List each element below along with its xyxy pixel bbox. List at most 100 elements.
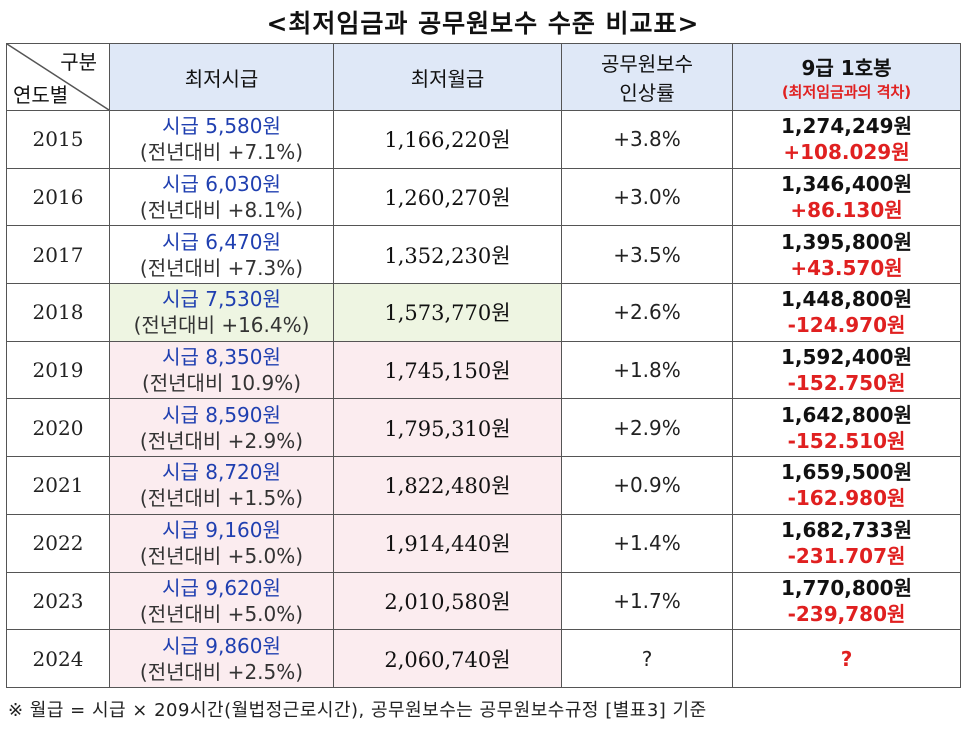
hourly-cell: 시급 8,590원 (전년대비 +2.9%)	[109, 398, 334, 458]
grade-gap: -239,780원	[787, 601, 906, 626]
hourly-wage: 시급 6,470원	[162, 229, 281, 254]
table-row: 2021 시급 8,720원 (전년대비 +1.5%) 1,822,480원 +0…	[6, 456, 961, 515]
grade-salary: 1,346,400원	[780, 172, 912, 197]
year-cell: 2021	[6, 456, 110, 515]
raise-cell: +3.8%	[561, 110, 733, 169]
monthly-cell: 1,914,440원	[333, 513, 562, 573]
grade-cell: 1,592,400원 -152.750원	[732, 340, 961, 400]
monthly-cell: 2,010,580원	[333, 571, 562, 631]
grade-gap: -231.707원	[787, 544, 906, 569]
year-cell: 2024	[6, 629, 110, 688]
raise-cell: +3.0%	[561, 167, 733, 227]
hourly-wage: 시급 8,350원	[162, 345, 281, 370]
grade-salary: 1,659,500원	[780, 460, 912, 485]
hourly-wage: 시급 9,160원	[162, 518, 281, 543]
table-row: 2023 시급 9,620원 (전년대비 +5.0%) 2,010,580원 +1…	[6, 571, 961, 631]
yoy-change: (전년대비 +7.3%)	[139, 255, 304, 280]
hourly-wage: 시급 6,030원	[162, 172, 281, 197]
yoy-change: (전년대비 +2.5%)	[139, 659, 304, 684]
raise-cell: +0.9%	[561, 456, 733, 515]
raise-cell: +1.8%	[561, 340, 733, 400]
hourly-cell: 시급 8,720원 (전년대비 +1.5%)	[109, 456, 334, 515]
monthly-cell: 1,745,150원	[333, 340, 562, 400]
grade-gap: +108.029원	[783, 140, 910, 165]
monthly-cell: 1,573,770원	[333, 283, 562, 342]
grade-salary: 1,448,800원	[780, 287, 912, 312]
year-cell: 2023	[6, 571, 110, 631]
hourly-wage: 시급 9,620원	[162, 575, 281, 600]
grade-cell: 1,682,733원 -231.707원	[732, 513, 961, 573]
header-grade-line1: 9급 1호봉	[801, 56, 892, 80]
yoy-change: (전년대비 +2.9%)	[139, 428, 304, 453]
hourly-wage: 시급 8,720원	[162, 460, 281, 485]
hourly-wage: 시급 8,590원	[162, 402, 281, 427]
hourly-cell: 시급 5,580원 (전년대비 +7.1%)	[109, 110, 334, 169]
yoy-change: (전년대비 +1.5%)	[139, 486, 304, 511]
grade-salary: 1,274,249원	[780, 114, 912, 139]
table-row: 2020 시급 8,590원 (전년대비 +2.9%) 1,795,310원 +2…	[6, 398, 961, 458]
grade-salary: 1,682,733원	[780, 518, 912, 543]
grade-gap: ?	[840, 646, 853, 671]
comparison-table: 구분 연도별 최저시급 최저월급 공무원보수 인상률 9급 1호봉 (최저임금과…	[6, 43, 961, 688]
year-cell: 2022	[6, 513, 110, 573]
table-row: 2017 시급 6,470원 (전년대비 +7.3%) 1,352,230원 +3…	[6, 225, 961, 285]
raise-cell: +3.5%	[561, 225, 733, 285]
monthly-cell: 1,352,230원	[333, 225, 562, 285]
header-raise-line1: 공무원보수	[601, 52, 693, 76]
header-row: 구분 연도별 최저시급 최저월급 공무원보수 인상률 9급 1호봉 (최저임금과…	[6, 43, 961, 111]
raise-cell: +1.4%	[561, 513, 733, 573]
yoy-change: (전년대비 +16.4%)	[133, 313, 310, 338]
table-row: 2016 시급 6,030원 (전년대비 +8.1%) 1,260,270원 +3…	[6, 167, 961, 227]
yoy-change: (전년대비 +8.1%)	[139, 198, 304, 223]
grade-gap: +86.130원	[790, 198, 903, 223]
monthly-cell: 1,795,310원	[333, 398, 562, 458]
table-title: <최저임금과 공무원보수 수준 비교표>	[266, 9, 700, 38]
raise-cell: ?	[561, 629, 733, 688]
table-row: 2022 시급 9,160원 (전년대비 +5.0%) 1,914,440원 +1…	[6, 513, 961, 573]
yoy-change: (전년대비 +5.0%)	[139, 544, 304, 569]
year-cell: 2016	[6, 167, 110, 227]
grade-gap: +43.570원	[790, 255, 903, 280]
table-row: 2018 시급 7,530원 (전년대비 +16.4%) 1,573,770원 +…	[6, 283, 961, 342]
grade-cell: 1,274,249원 +108.029원	[732, 110, 961, 169]
footnote: ※ 월급 = 시급 × 209시간(월법정근로시간), 공무원보수는 공무원보수…	[8, 700, 707, 721]
diagonal-line	[7, 44, 109, 110]
monthly-cell: 1,260,270원	[333, 167, 562, 227]
hourly-cell: 시급 6,470원 (전년대비 +7.3%)	[109, 225, 334, 285]
table-row: 2019 시급 8,350원 (전년대비 10.9%) 1,745,150원 +1…	[6, 340, 961, 400]
year-cell: 2018	[6, 283, 110, 342]
grade-salary: 1,770,800원	[780, 575, 912, 600]
grade-salary: 1,592,400원	[780, 345, 912, 370]
grade-gap: -152.510원	[787, 428, 906, 453]
header-grade: 9급 1호봉 (최저임금과의 격차)	[732, 43, 961, 111]
grade-cell: 1,395,800원 +43.570원	[732, 225, 961, 285]
hourly-cell: 시급 8,350원 (전년대비 10.9%)	[109, 340, 334, 400]
hourly-wage: 시급 5,580원	[162, 114, 281, 139]
hourly-wage: 시급 9,860원	[162, 633, 281, 658]
grade-salary: 1,395,800원	[780, 229, 912, 254]
raise-cell: +2.6%	[561, 283, 733, 342]
raise-cell: +2.9%	[561, 398, 733, 458]
grade-cell: 1,642,800원 -152.510원	[732, 398, 961, 458]
header-hourly: 최저시급	[109, 43, 334, 111]
corner-header: 구분 연도별	[6, 43, 110, 111]
corner-top-label: 구분	[60, 50, 97, 74]
monthly-cell: 1,822,480원	[333, 456, 562, 515]
grade-gap: -124.970원	[787, 313, 906, 338]
grade-cell: 1,346,400원 +86.130원	[732, 167, 961, 227]
year-cell: 2015	[6, 110, 110, 169]
yoy-change: (전년대비 +5.0%)	[139, 601, 304, 626]
monthly-cell: 2,060,740원	[333, 629, 562, 688]
header-raise: 공무원보수 인상률	[561, 43, 733, 111]
header-monthly: 최저월급	[333, 43, 562, 111]
hourly-cell: 시급 7,530원 (전년대비 +16.4%)	[109, 283, 334, 342]
grade-gap: -152.750원	[787, 371, 906, 396]
raise-cell: +1.7%	[561, 571, 733, 631]
header-grade-line2: (최저임금과의 격차)	[781, 83, 912, 101]
hourly-cell: 시급 9,160원 (전년대비 +5.0%)	[109, 513, 334, 573]
year-cell: 2020	[6, 398, 110, 458]
table-row: 2015 시급 5,580원 (전년대비 +7.1%) 1,166,220원 +3…	[6, 110, 961, 169]
grade-cell: ?	[732, 629, 961, 688]
year-cell: 2019	[6, 340, 110, 400]
hourly-cell: 시급 9,860원 (전년대비 +2.5%)	[109, 629, 334, 688]
